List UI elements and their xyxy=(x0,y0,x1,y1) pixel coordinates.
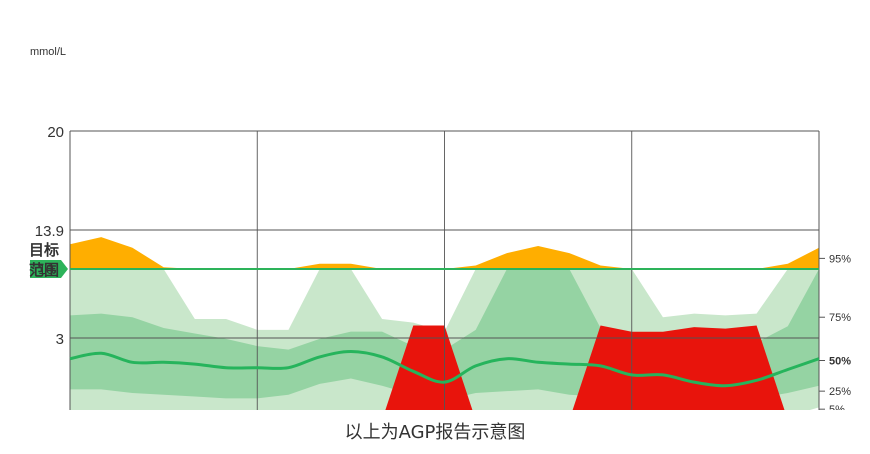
target-range-label-line1: 目标 xyxy=(29,241,59,259)
chart-caption: 以上为AGP报告示意图 xyxy=(344,422,526,443)
y-tick-label: 0 xyxy=(56,407,64,410)
above-range-area xyxy=(70,237,819,269)
axis-labels: 2013.930mmol/L103.9目标范围95%75%50%25%5%12a… xyxy=(29,46,851,410)
y-tick-label: 13.9 xyxy=(35,223,64,240)
median-group xyxy=(69,349,820,388)
target-range-label-line2: 范围 xyxy=(29,261,59,279)
percentile-label-95: 95% xyxy=(829,253,851,265)
grid-lines xyxy=(69,130,820,410)
percentile-label-25: 25% xyxy=(829,386,851,398)
y-tick-label: 3 xyxy=(56,331,64,348)
percentile-label-75: 75% xyxy=(829,312,851,324)
percentile-label-5: 5% xyxy=(829,404,845,410)
target-lines xyxy=(70,268,819,270)
median-line xyxy=(69,349,820,388)
y-unit-label: mmol/L xyxy=(30,46,66,58)
percentile-label-50: 50% xyxy=(829,355,851,367)
target-high-badge-label: 10 xyxy=(38,261,54,277)
target-high-badge xyxy=(30,260,68,278)
agp-chart: 2013.930mmol/L103.9目标范围95%75%50%25%5%12a… xyxy=(29,46,851,410)
y-tick-label: 20 xyxy=(47,124,64,141)
below-range-area xyxy=(385,325,785,410)
